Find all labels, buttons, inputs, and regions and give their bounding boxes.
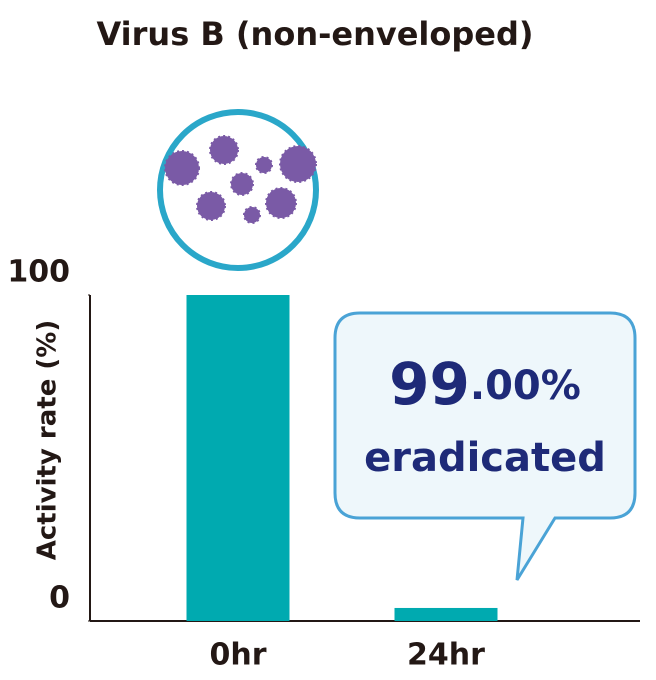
callout-value: 99.00%: [389, 350, 581, 418]
callout-decimal: .00%: [470, 363, 581, 409]
callout-text: eradicated: [364, 435, 606, 481]
x-tick-label: 24hr: [407, 638, 485, 673]
x-tick-label: 0hr: [209, 638, 266, 673]
virus-icon: [157, 109, 319, 271]
y-tick-label: 100: [7, 255, 70, 290]
chart-title: Virus B (non-enveloped): [96, 15, 533, 53]
callout-main: 99: [389, 350, 470, 418]
callout: 99.00% eradicated: [333, 311, 637, 581]
bar: [394, 607, 498, 621]
y-axis-label: Activity rate (%): [33, 320, 63, 560]
y-tick-label: 0: [49, 581, 70, 616]
bar: [186, 295, 290, 621]
